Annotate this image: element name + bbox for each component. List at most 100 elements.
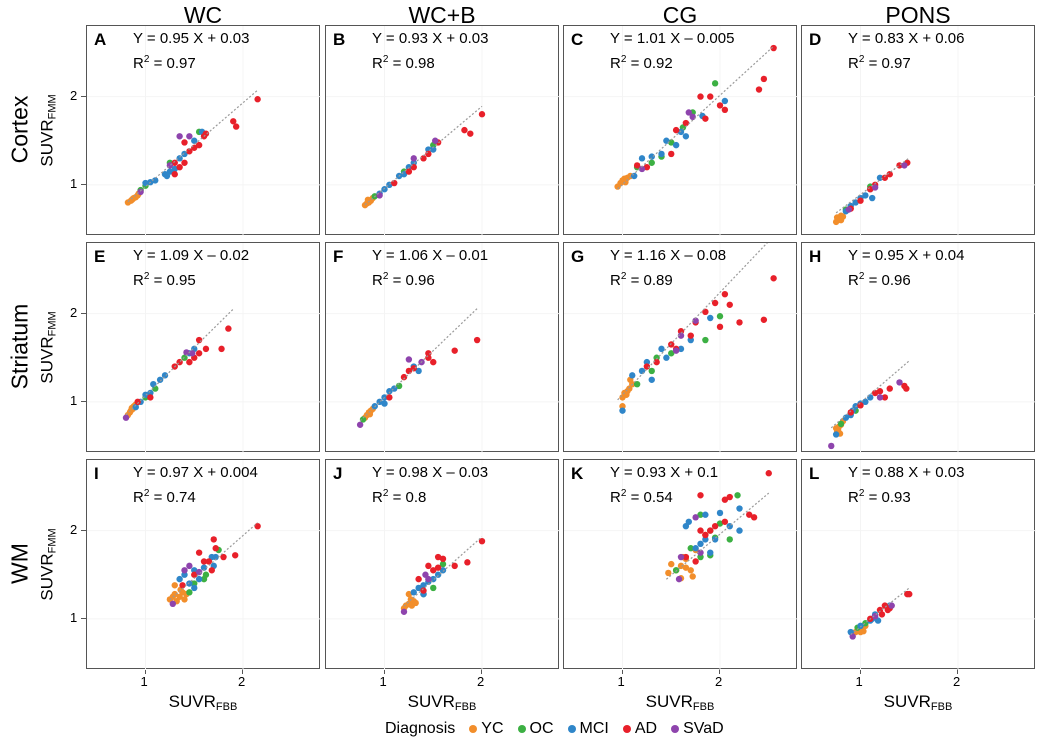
data-point-svad bbox=[901, 162, 908, 169]
data-point-ad bbox=[677, 328, 685, 335]
data-point-ad bbox=[478, 111, 486, 118]
data-point-ad bbox=[171, 171, 178, 178]
data-point-ad bbox=[726, 493, 733, 501]
data-point-mci bbox=[163, 172, 171, 180]
row-label: WM bbox=[6, 543, 33, 584]
data-point-svad bbox=[189, 350, 196, 357]
panel-letter: H bbox=[809, 247, 822, 266]
data-point-mci bbox=[186, 580, 193, 587]
data-point-svad bbox=[137, 188, 144, 196]
data-point-svad bbox=[672, 347, 680, 354]
y-axis-label: SUVRFMM bbox=[38, 31, 59, 231]
panel-letter: F bbox=[333, 247, 344, 266]
data-point-yc bbox=[839, 213, 847, 220]
data-point-oc bbox=[726, 536, 733, 543]
x-tick-mark bbox=[719, 669, 720, 674]
data-point-svad bbox=[122, 414, 130, 421]
panel-letter: E bbox=[94, 247, 106, 266]
y-axis-label: SUVRFMM bbox=[38, 465, 59, 665]
scatter-panel-c: C Y = 1.01 X – 0.005 R2 = 0.92 bbox=[563, 25, 798, 236]
scatter-panel-k: K Y = 0.93 X + 0.1 R2 = 0.54 bbox=[563, 459, 798, 670]
r-squared-label: R2 = bbox=[372, 54, 406, 72]
data-point-ad bbox=[682, 119, 690, 127]
y-tick-mark bbox=[81, 400, 86, 402]
x-axis-label-sub: FBB bbox=[930, 701, 953, 713]
data-point-oc bbox=[734, 492, 741, 499]
data-point-oc bbox=[668, 350, 675, 357]
regression-line bbox=[617, 243, 768, 401]
data-point-ad bbox=[430, 358, 437, 366]
panel-letter: K bbox=[571, 464, 584, 483]
r-squared-label: R2 = bbox=[133, 488, 167, 506]
data-point-ad bbox=[876, 388, 884, 395]
y-axis-label: SUVRFMM bbox=[38, 248, 59, 448]
data-point-mci bbox=[716, 509, 724, 517]
data-point-yc bbox=[689, 573, 696, 580]
data-point-ad bbox=[461, 126, 468, 134]
data-point-oc bbox=[359, 416, 367, 423]
data-point-svad bbox=[405, 356, 413, 363]
y-tick-mark bbox=[81, 312, 86, 314]
data-point-oc bbox=[702, 336, 709, 344]
data-point-oc bbox=[716, 313, 724, 320]
data-point-mci bbox=[191, 584, 198, 592]
data-point-mci bbox=[156, 376, 164, 383]
plot-area bbox=[87, 460, 321, 670]
data-point-ad bbox=[434, 553, 442, 561]
data-point-svad bbox=[677, 332, 685, 339]
row-label: Cortex bbox=[6, 95, 33, 164]
data-point-mci bbox=[176, 575, 183, 583]
data-point-ad bbox=[467, 130, 474, 137]
x-tick-mark bbox=[242, 669, 243, 674]
data-point-ad bbox=[881, 394, 889, 401]
scatter-panel-l: L Y = 0.88 X + 0.03 R2 = 0.93 bbox=[801, 459, 1036, 670]
r-squared-label: R2 = bbox=[610, 271, 644, 289]
data-point-ad bbox=[171, 159, 178, 166]
data-point-svad bbox=[828, 442, 835, 450]
data-point-ad bbox=[186, 358, 193, 366]
data-point-yc bbox=[860, 627, 867, 635]
data-point-ad bbox=[147, 394, 154, 401]
data-point-mci bbox=[867, 394, 874, 401]
x-tick-mark bbox=[859, 669, 861, 674]
x-tick-label: 1 bbox=[617, 674, 625, 689]
r-squared-label: R2 = bbox=[610, 488, 644, 506]
r-squared-value: 0.92 bbox=[643, 55, 673, 72]
data-point-svad bbox=[675, 575, 683, 583]
data-point-mci bbox=[195, 575, 203, 583]
data-point-ad bbox=[430, 567, 437, 574]
data-point-yc bbox=[682, 564, 690, 571]
data-point-svad bbox=[849, 633, 856, 640]
x-tick-mark bbox=[481, 669, 482, 674]
data-point-svad bbox=[638, 165, 646, 173]
data-point-ad bbox=[439, 555, 447, 563]
r-squared-value: 0.95 bbox=[166, 272, 196, 289]
data-point-mci bbox=[677, 128, 685, 136]
legend-label: AD bbox=[634, 720, 658, 737]
data-point-ad bbox=[195, 549, 203, 556]
data-point-ad bbox=[886, 171, 893, 178]
data-point-svad bbox=[425, 575, 432, 583]
y-axis-label-main: SUVR bbox=[37, 336, 57, 384]
data-point-ad bbox=[697, 492, 704, 499]
data-point-mci bbox=[147, 389, 154, 397]
data-point-ad bbox=[218, 345, 225, 353]
y-tick-label: 2 bbox=[70, 304, 78, 320]
regression-line bbox=[364, 105, 483, 206]
data-point-mci bbox=[631, 172, 638, 180]
y-axis-label-sub: FMM bbox=[46, 94, 59, 120]
data-point-ad bbox=[755, 86, 763, 93]
legend-dot-icon bbox=[622, 725, 631, 733]
data-point-oc bbox=[633, 380, 641, 388]
data-point-ad bbox=[702, 531, 709, 539]
regression-equation: Y = 0.95 X + 0.03 bbox=[133, 30, 250, 47]
data-point-mci bbox=[736, 527, 743, 534]
data-point-mci bbox=[697, 540, 704, 548]
r-squared-label: R2 = bbox=[372, 271, 406, 289]
data-point-oc bbox=[439, 560, 447, 568]
data-point-yc bbox=[687, 567, 694, 574]
data-point-svad bbox=[896, 379, 903, 386]
plot-area bbox=[802, 460, 1036, 670]
data-point-yc bbox=[128, 196, 136, 204]
data-point-ad bbox=[750, 514, 758, 521]
